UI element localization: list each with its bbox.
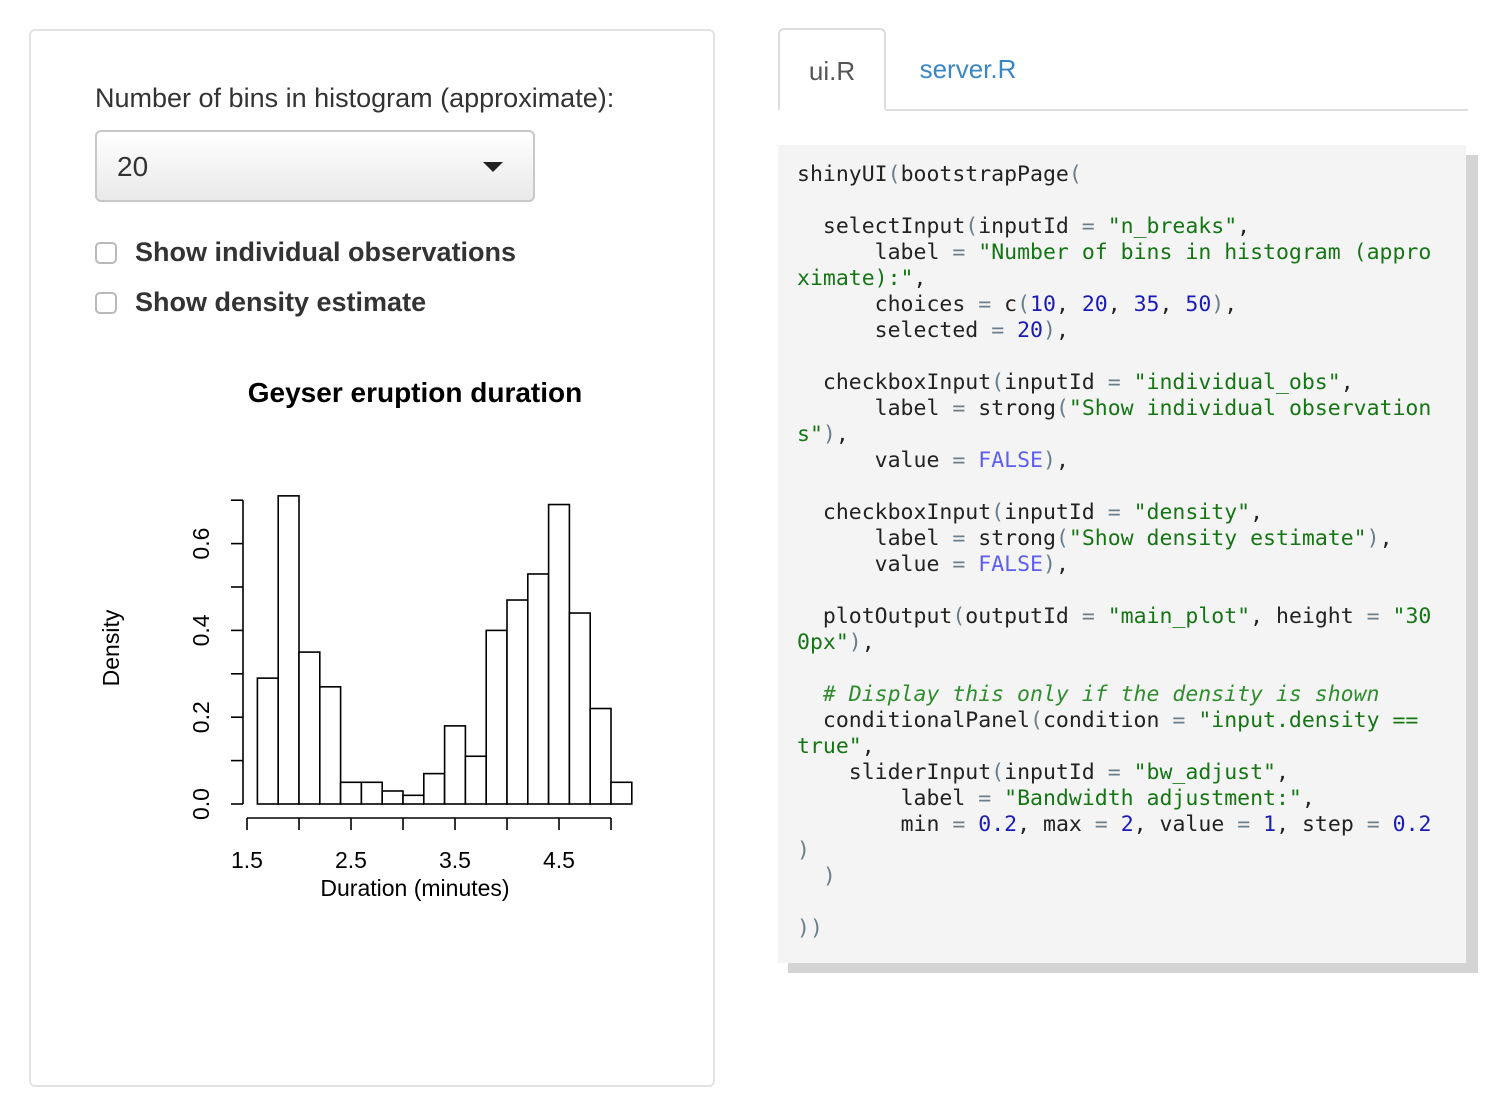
histogram-bar <box>402 794 425 805</box>
caret-down-icon <box>483 162 503 172</box>
sidebar-panel: Number of bins in histogram (approximate… <box>29 29 715 1087</box>
x-tick-label: 2.5 <box>335 847 367 873</box>
histogram-bar <box>485 629 508 805</box>
checkbox-density-label: Show density estimate <box>135 287 427 317</box>
bins-select-value: 20 <box>117 151 149 182</box>
histogram-bar <box>298 651 321 805</box>
histogram-bar <box>319 686 342 805</box>
bins-select[interactable]: 20 <box>95 130 535 202</box>
histogram-bar <box>381 790 404 805</box>
histogram-bar <box>464 755 487 805</box>
histogram-bar <box>256 677 279 805</box>
histogram-bar <box>277 495 300 805</box>
code-text: shinyUI(bootstrapPage( selectInput(input… <box>797 162 1432 941</box>
checkbox-individual-obs-box[interactable] <box>95 242 117 264</box>
checkbox-individual-obs-label: Show individual observations <box>135 237 517 267</box>
y-tick-label: 0.0 <box>188 788 214 820</box>
tab-ui-r[interactable]: ui.R <box>778 28 886 111</box>
checkbox-density[interactable]: Show density estimate <box>95 287 455 321</box>
chart-ylabel: Density <box>98 609 124 686</box>
chart-title: Geyser eruption duration <box>248 377 583 408</box>
histogram-bar <box>360 781 383 805</box>
x-tick-label: 3.5 <box>439 847 471 873</box>
histogram-bar <box>339 781 363 805</box>
histogram-bar <box>443 725 467 805</box>
histogram-bar <box>610 781 633 805</box>
histogram-plot: Geyser eruption duration Duration (minut… <box>98 377 633 901</box>
checkbox-density-box[interactable] <box>95 292 117 314</box>
histogram-bar <box>526 573 550 805</box>
y-tick-label: 0.6 <box>188 528 214 560</box>
code-block: shinyUI(bootstrapPage( selectInput(input… <box>778 145 1466 963</box>
checkbox-individual-obs[interactable]: Show individual observations <box>95 237 535 271</box>
histogram-bar <box>422 772 446 805</box>
histogram-bar <box>568 612 591 805</box>
y-tick-label: 0.2 <box>188 701 214 733</box>
x-tick-label: 4.5 <box>543 847 575 873</box>
tab-server-r[interactable]: server.R <box>919 54 1017 84</box>
y-tick-label: 0.4 <box>188 614 214 646</box>
x-tick-label: 1.5 <box>231 847 263 873</box>
bins-select-label: Number of bins in histogram (approximate… <box>95 83 615 113</box>
histogram-bar <box>589 707 612 805</box>
histogram-bar <box>506 599 529 805</box>
histogram-bar <box>547 503 571 805</box>
chart-xlabel: Duration (minutes) <box>320 875 509 901</box>
tab-bar: ui.R server.R <box>778 28 1468 111</box>
